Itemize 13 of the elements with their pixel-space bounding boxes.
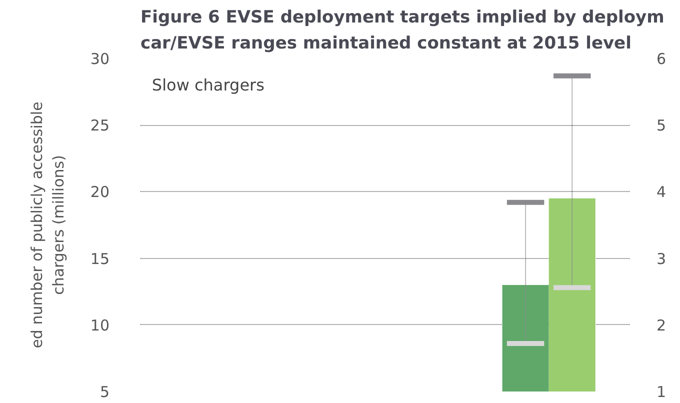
y2-tick-label: 4 [656, 183, 666, 202]
y-tick-label: 5 [100, 383, 110, 401]
y2-tick-label: 1 [656, 383, 666, 401]
annotation: Slow chargers [152, 76, 264, 95]
y-tick-label: 15 [90, 250, 110, 268]
y2-tick-label: 2 [656, 316, 666, 334]
y2-tick-label: 3 [656, 250, 666, 268]
y-axis-title: ed number of publicly accessible chargers (millions) [28, 102, 68, 348]
y-tick-label: 25 [90, 116, 110, 135]
y-tick-label: 30 [90, 50, 110, 68]
y-tick-label: 10 [90, 316, 110, 334]
y-tick-label: 20 [90, 183, 110, 202]
y2-tick-label: 5 [656, 116, 666, 135]
